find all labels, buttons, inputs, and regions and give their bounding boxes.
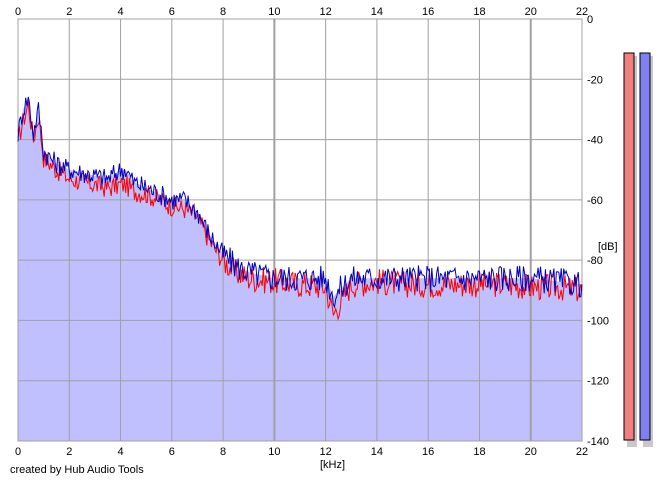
x-tick-label-top: 12 [320,6,332,18]
x-tick-label-bottom: 22 [576,446,588,458]
x-tick-label-top: 8 [220,6,226,18]
x-tick-label-bottom: 12 [320,446,332,458]
y-tick-label: -60 [587,195,603,207]
x-tick-label-bottom: 14 [371,446,383,458]
x-axis-label: [kHz] [320,459,345,471]
x-tick-label-bottom: 2 [66,446,72,458]
x-tick-label-top: 14 [371,6,383,18]
y-axis-label: [dB] [598,241,618,253]
x-tick-label-top: 22 [576,6,588,18]
level-meter-left [623,52,635,441]
x-tick-label-bottom: 8 [220,446,226,458]
spectrum-fill-area [18,97,582,441]
x-tick-label-top: 6 [169,6,175,18]
level-meter-right [639,52,651,441]
y-tick-label: -40 [587,135,603,147]
x-tick-label-top: 16 [422,6,434,18]
y-tick-label: -140 [587,436,609,448]
x-tick-label-bottom: 0 [15,446,21,458]
x-tick-label-top: 4 [117,6,123,18]
x-tick-label-top: 10 [268,6,280,18]
y-tick-label: 0 [587,14,593,26]
x-tick-label-top: 18 [473,6,485,18]
credit-text: created by Hub Audio Tools [10,464,144,476]
y-tick-label: -80 [587,255,603,267]
x-tick-label-top: 20 [525,6,537,18]
series-line-left [17,100,583,321]
x-tick-label-bottom: 6 [169,446,175,458]
y-tick-label: -20 [587,74,603,86]
x-tick-label-bottom: 18 [473,446,485,458]
x-tick-label-top: 2 [66,6,72,18]
x-tick-label-bottom: 10 [268,446,280,458]
y-tick-label: -100 [587,315,609,327]
x-tick-label-bottom: 4 [117,446,123,458]
series-line-right [17,96,583,309]
y-tick-label: -120 [587,376,609,388]
x-tick-label-bottom: 20 [525,446,537,458]
x-tick-label-bottom: 16 [422,446,434,458]
x-tick-label-top: 0 [15,6,21,18]
